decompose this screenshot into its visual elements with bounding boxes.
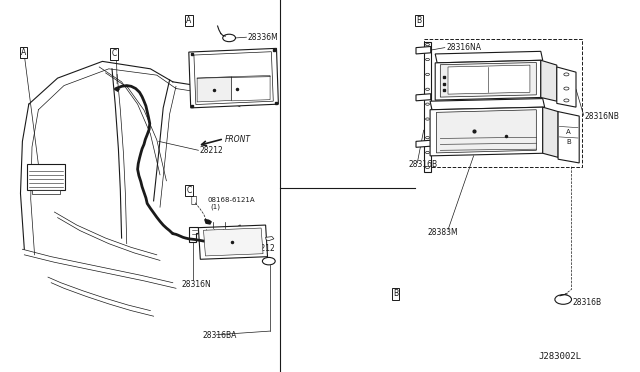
Circle shape xyxy=(223,34,236,42)
Text: 28212: 28212 xyxy=(200,146,223,155)
Text: 28336M: 28336M xyxy=(248,33,278,42)
Polygon shape xyxy=(115,87,119,91)
Circle shape xyxy=(426,103,429,105)
Text: 28316N: 28316N xyxy=(181,280,211,289)
Polygon shape xyxy=(557,67,576,107)
Circle shape xyxy=(426,118,429,120)
Polygon shape xyxy=(232,76,270,101)
Text: (28051): (28051) xyxy=(481,74,511,83)
Circle shape xyxy=(426,44,429,46)
Polygon shape xyxy=(266,237,274,241)
Polygon shape xyxy=(543,107,558,157)
Text: A: A xyxy=(21,48,26,57)
Text: 28316B: 28316B xyxy=(573,298,602,307)
Text: B: B xyxy=(393,289,398,298)
Text: B: B xyxy=(417,16,422,25)
Polygon shape xyxy=(440,62,536,97)
Text: A: A xyxy=(566,129,571,135)
Polygon shape xyxy=(27,164,65,190)
Polygon shape xyxy=(197,77,232,102)
Text: Ⓢ: Ⓢ xyxy=(190,194,196,204)
Circle shape xyxy=(426,166,429,169)
Text: 28316B: 28316B xyxy=(408,160,438,169)
Polygon shape xyxy=(198,225,268,259)
Polygon shape xyxy=(416,140,431,147)
Polygon shape xyxy=(558,112,579,163)
Text: 28316BA: 28316BA xyxy=(202,331,237,340)
Text: B: B xyxy=(566,140,571,145)
Polygon shape xyxy=(435,51,543,63)
Polygon shape xyxy=(430,99,545,110)
Text: 28316NB: 28316NB xyxy=(585,112,620,121)
Text: 08168-6121A: 08168-6121A xyxy=(208,197,255,203)
Text: J283002L: J283002L xyxy=(539,352,582,361)
Text: FRONT: FRONT xyxy=(225,135,252,144)
Circle shape xyxy=(426,73,429,76)
Circle shape xyxy=(555,295,572,304)
Circle shape xyxy=(426,151,429,154)
Polygon shape xyxy=(541,60,557,101)
Polygon shape xyxy=(189,227,198,242)
Polygon shape xyxy=(204,228,263,256)
Circle shape xyxy=(564,73,569,76)
Circle shape xyxy=(564,99,569,102)
Text: A: A xyxy=(186,16,191,25)
Text: 28212: 28212 xyxy=(252,244,275,253)
Text: 28383M: 28383M xyxy=(428,228,458,237)
Polygon shape xyxy=(205,219,211,224)
Text: C: C xyxy=(186,186,191,195)
Circle shape xyxy=(426,88,429,90)
Polygon shape xyxy=(424,42,431,172)
Circle shape xyxy=(564,87,569,90)
Text: 28316NA: 28316NA xyxy=(446,43,481,52)
Polygon shape xyxy=(416,46,431,54)
Circle shape xyxy=(262,257,275,265)
Polygon shape xyxy=(435,60,541,100)
Polygon shape xyxy=(448,65,530,94)
Circle shape xyxy=(426,58,429,61)
Polygon shape xyxy=(189,48,278,108)
Text: C: C xyxy=(111,49,116,58)
Polygon shape xyxy=(194,52,273,105)
Polygon shape xyxy=(436,110,536,153)
Polygon shape xyxy=(416,94,431,101)
Circle shape xyxy=(426,137,429,139)
Text: SEC.280: SEC.280 xyxy=(479,67,510,76)
Text: (1): (1) xyxy=(211,203,221,210)
Polygon shape xyxy=(430,107,543,156)
Polygon shape xyxy=(32,190,60,194)
Polygon shape xyxy=(204,228,234,242)
